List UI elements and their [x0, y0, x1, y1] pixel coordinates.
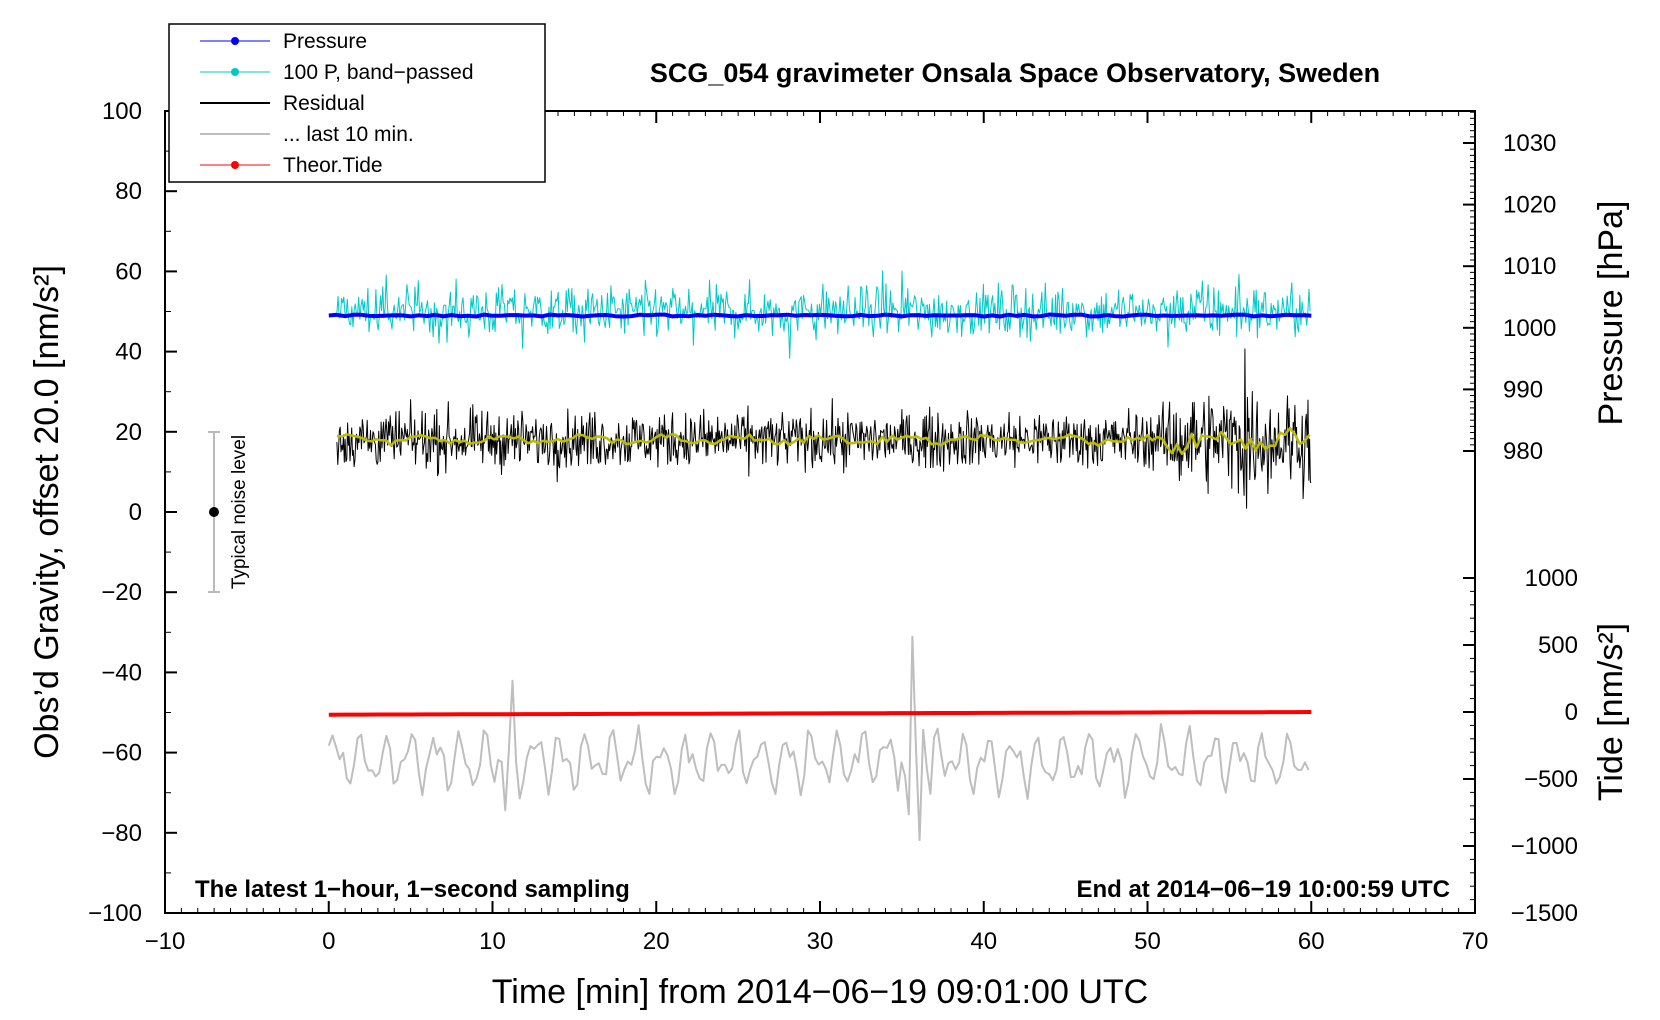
- y-pressure-tick-label: 1010: [1503, 253, 1556, 280]
- legend-label: Residual: [283, 92, 365, 115]
- y-left-tick-label: −40: [101, 659, 142, 686]
- y-tide-tick-label: −1500: [1511, 900, 1578, 927]
- series-bandpassed-pressure-line: [336, 270, 1311, 359]
- y-tide-tick-label: −1000: [1511, 833, 1578, 860]
- y-pressure-tick-label: 1030: [1503, 130, 1556, 157]
- note-right: End at 2014−06−19 10:00:59 UTC: [1076, 876, 1450, 903]
- ticks-layer: −10 0 10 20 30 40 50 60 70100806040200−20−40−60−…: [88, 98, 1578, 955]
- y-tide-tick-label: −500: [1524, 766, 1578, 793]
- legend-label: Theor.Tide: [283, 154, 383, 177]
- legend-label: Pressure: [283, 30, 367, 53]
- x-tick-label: 10: [479, 928, 506, 955]
- x-tick-label: 20: [643, 928, 670, 955]
- series-residual-line: [336, 348, 1312, 509]
- y-left-tick-label: 0: [129, 499, 142, 526]
- series-layer: [327, 270, 1312, 842]
- y-left-tick-label: 20: [115, 419, 142, 446]
- note-left: The latest 1−hour, 1−second sampling: [195, 876, 630, 903]
- y-pressure-tick-label: 990: [1503, 376, 1543, 403]
- noise-bar-dot: [209, 507, 219, 517]
- plot-frame: [164, 110, 1476, 914]
- series-last-10-min-line: [327, 635, 1310, 842]
- legend-swatch-marker: [231, 68, 239, 76]
- y-pressure-tick-label: 1000: [1503, 315, 1556, 342]
- series-residual-smoothed-line: [336, 426, 1311, 456]
- y-pressure-tick-label: 980: [1503, 438, 1543, 465]
- y-left-tick-label: −20: [101, 579, 142, 606]
- x-tick-label: 30: [807, 928, 834, 955]
- chart-title: SCG_054 gravimeter Onsala Space Observat…: [650, 58, 1380, 88]
- y-left-tick-label: 100: [102, 98, 142, 125]
- y-left-tick-label: 60: [115, 258, 142, 285]
- y-pressure-tick-label: 1020: [1503, 192, 1556, 219]
- y-axis-title-tide: Tide [nm/s²]: [1592, 623, 1630, 801]
- x-tick-label: 70: [1462, 928, 1489, 955]
- y-left-tick-label: 40: [115, 339, 142, 366]
- y-axis-title-pressure: Pressure [hPa]: [1592, 201, 1630, 426]
- y-left-tick-label: −100: [88, 900, 142, 927]
- legend-label: 100 P, band−passed: [283, 61, 474, 84]
- x-tick-label: 60: [1298, 928, 1325, 955]
- series-pressure-line: [328, 312, 1312, 319]
- y-left-tick-label: 80: [115, 178, 142, 205]
- y-left-tick-label: −80: [101, 820, 142, 847]
- x-tick-label: −10: [145, 928, 186, 955]
- noise-level-indicator: Typical noise level: [208, 431, 250, 593]
- x-tick-label: 40: [970, 928, 997, 955]
- x-tick-label: 50: [1134, 928, 1161, 955]
- legend-swatch-marker: [231, 37, 239, 45]
- series-theoretical-tide-line: [328, 710, 1312, 717]
- y-left-tick-label: −60: [101, 740, 142, 767]
- x-axis-title: Time [min] from 2014−06−19 09:01:00 UTC: [492, 973, 1148, 1011]
- legend-swatch-marker: [231, 161, 239, 169]
- y-tide-tick-label: 1000: [1525, 565, 1578, 592]
- x-tick-label: 0: [322, 928, 335, 955]
- y-axis-title-left: Obs’d Gravity, offset 20.0 [nm/s²]: [28, 265, 66, 759]
- noise-bar-label: Typical noise level: [229, 435, 250, 589]
- legend-label: ... last 10 min.: [283, 123, 414, 146]
- y-tide-tick-label: 500: [1538, 632, 1578, 659]
- legend: Pressure 100 P, band−passed Residual ... la…: [168, 23, 546, 183]
- y-tide-tick-label: 0: [1565, 699, 1578, 726]
